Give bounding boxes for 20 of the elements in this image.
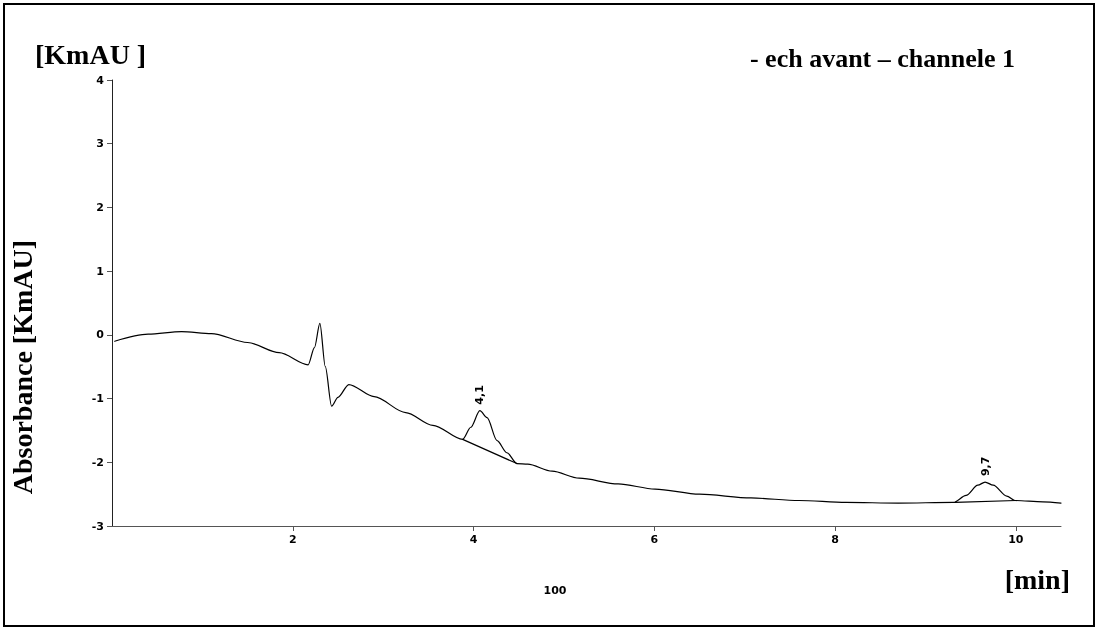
chart-title: - ech avant – channele 1 [749,43,1016,73]
x-axis-title: [min] [1004,563,1070,595]
y-tick-label: -2 [91,455,104,469]
y-tick-label: 2 [96,200,104,214]
y-axis-title: Absorbance [KmAU] [6,240,38,495]
y-tick-label: 1 [96,264,104,278]
annotation: 4,1 [473,385,487,405]
y-tick-label: -3 [91,519,104,533]
y-tick-label: -1 [91,392,104,406]
text: [KmAU ] [35,38,147,70]
x-tick-label: 10 [1008,533,1024,546]
text: 100 [543,584,567,597]
annotation: 9,7 [978,456,992,477]
y-tick-label: 3 [96,137,104,151]
y-tick-label: 0 [96,328,105,342]
x-tick-label: 4 [469,533,478,546]
x-tick-label: 6 [650,533,659,546]
x-tick-label: 2 [288,533,297,546]
y-tick-label: 4 [96,73,105,87]
x-tick-label: 8 [831,533,839,546]
